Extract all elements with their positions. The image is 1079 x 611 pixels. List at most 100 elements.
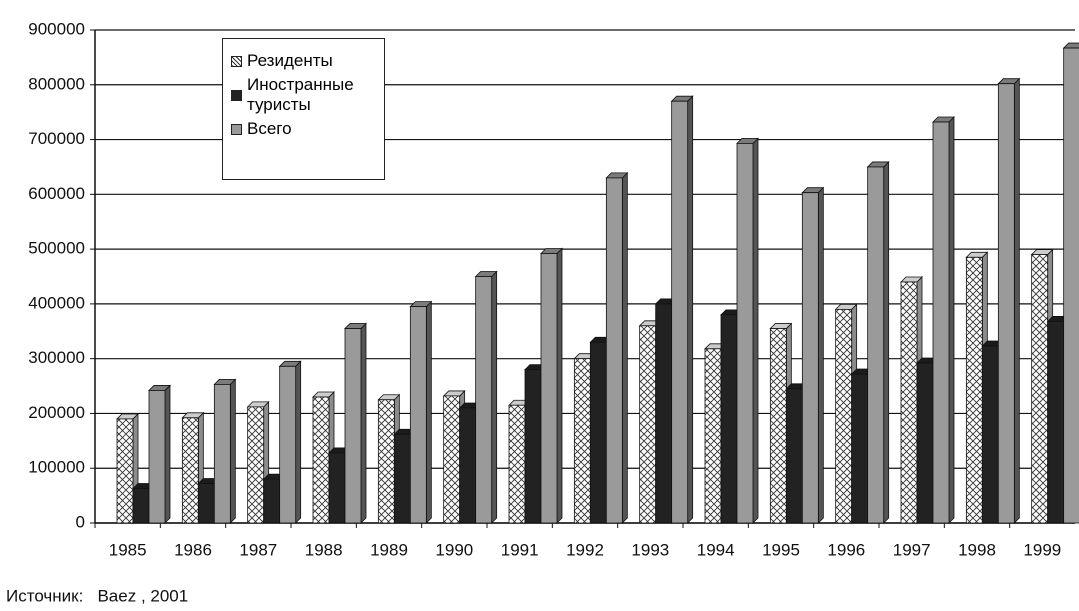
x-tick-label: 1990 <box>435 540 473 559</box>
y-tick-label: 500000 <box>28 239 85 258</box>
bar <box>1062 42 1079 524</box>
bar-side <box>752 137 759 524</box>
bar <box>213 378 237 524</box>
bar-front <box>736 142 754 524</box>
bar-front <box>867 166 885 524</box>
bar-front <box>247 406 265 524</box>
bar-front <box>981 345 999 524</box>
y-tick-label: 800000 <box>28 74 85 93</box>
bar-front <box>720 314 738 524</box>
x-tick-label: 1988 <box>305 540 343 559</box>
x-tick-label: 1994 <box>697 540 735 559</box>
bar-side <box>556 247 563 524</box>
bar-front <box>475 276 493 524</box>
bar-side <box>1013 77 1020 524</box>
bar <box>148 384 171 524</box>
bar-side <box>491 270 498 524</box>
bar-front <box>459 407 477 524</box>
y-tick-label: 600000 <box>28 184 85 203</box>
bar-front <box>181 417 199 524</box>
bar <box>866 160 890 524</box>
legend: Резиденты Иностранные туристы Всего <box>222 38 385 180</box>
x-tick-label: 1996 <box>827 540 865 559</box>
bar <box>344 322 367 524</box>
x-tick-label: 1997 <box>893 540 931 559</box>
bar-front <box>409 306 427 524</box>
bar-front <box>704 348 722 524</box>
legend-item: Иностранные туристы <box>231 75 378 115</box>
bar-front <box>279 365 297 524</box>
bar <box>474 270 498 524</box>
x-tick-label: 1999 <box>1023 540 1061 559</box>
bar-front <box>377 399 395 524</box>
bar-front <box>655 303 673 524</box>
legend-label: Всего <box>247 119 292 138</box>
bar-front <box>540 253 558 524</box>
bar-front <box>589 341 607 524</box>
bar <box>736 137 759 524</box>
bar-side <box>948 116 955 524</box>
x-tick-label: 1991 <box>501 540 539 559</box>
x-tick-label: 1995 <box>762 540 800 559</box>
bar-side <box>425 300 432 524</box>
bar <box>409 300 433 524</box>
bar-side <box>360 322 367 524</box>
y-tick-label: 400000 <box>28 293 85 312</box>
bar-side <box>229 378 236 524</box>
bar-front <box>312 396 330 524</box>
bar-side <box>164 384 171 524</box>
bar-front <box>900 281 918 524</box>
bar <box>932 116 955 524</box>
bar-front <box>573 358 591 524</box>
bar-front <box>997 83 1015 524</box>
x-tick-label: 1993 <box>631 540 669 559</box>
bar <box>605 171 629 524</box>
bar-front <box>1063 47 1079 524</box>
y-tick-label: 100000 <box>28 458 85 477</box>
legend-swatch <box>231 89 242 101</box>
bar-front <box>508 404 526 524</box>
bar-side <box>295 360 302 524</box>
bar-front <box>965 256 983 524</box>
bar-front <box>605 177 623 524</box>
y-tick-label: 300000 <box>28 348 85 367</box>
x-tick-label: 1989 <box>370 540 408 559</box>
bar <box>278 360 302 524</box>
bar-front <box>524 369 542 524</box>
bar-front <box>148 390 166 524</box>
x-tick-label: 1998 <box>958 540 996 559</box>
bar-front <box>671 100 689 524</box>
x-tick-label: 1985 <box>109 540 147 559</box>
bar-front <box>116 418 134 524</box>
bar-front <box>835 308 853 524</box>
bar-front <box>263 478 281 524</box>
bar-top <box>1062 42 1079 49</box>
bar-front <box>916 362 934 524</box>
bar <box>670 95 694 524</box>
bar-side <box>621 171 628 524</box>
x-tick-label: 1987 <box>239 540 277 559</box>
x-tick-label: 1992 <box>566 540 604 559</box>
bar <box>540 247 563 524</box>
bar-front <box>328 452 346 524</box>
y-tick-label: 200000 <box>28 403 85 422</box>
bar-side <box>687 95 694 524</box>
bar-front <box>785 388 803 524</box>
bar <box>997 77 1021 524</box>
bar-front <box>801 192 819 524</box>
bar-front <box>769 328 787 524</box>
y-tick-label: 700000 <box>28 129 85 148</box>
bar-front <box>197 483 215 524</box>
y-tick-label: 0 <box>76 512 85 531</box>
source-note: Источник: Baez , 2001 <box>6 586 188 605</box>
bar-front <box>344 328 362 524</box>
legend-swatch <box>231 55 242 67</box>
bar-side <box>883 160 890 524</box>
bar-front <box>639 325 657 524</box>
bar-front <box>393 433 411 524</box>
x-tick-label: 1986 <box>174 540 212 559</box>
bar-front <box>132 488 150 524</box>
legend-item: Резиденты <box>231 51 378 71</box>
